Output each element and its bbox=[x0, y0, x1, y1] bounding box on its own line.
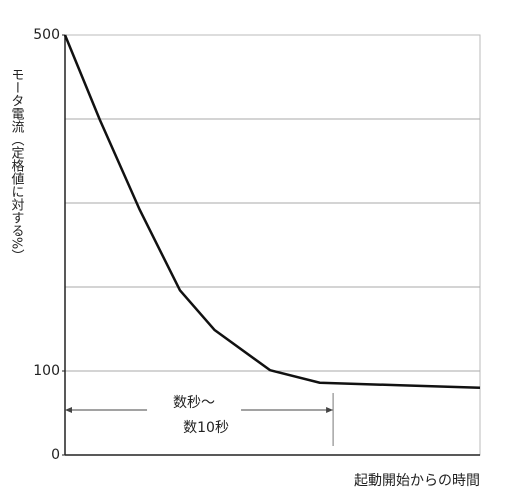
plot-frame bbox=[64, 34, 481, 456]
arrow-head bbox=[326, 407, 334, 413]
y-tick-label: 0 bbox=[51, 447, 60, 463]
y-axis-title: モータ電流（定格値に対する%） bbox=[9, 68, 25, 262]
curve bbox=[63, 34, 481, 390]
annotation-text: 数10秒 bbox=[183, 420, 229, 436]
y-tick-label: 500 bbox=[33, 27, 60, 43]
x-axis-title: 起動開始からの時間 bbox=[354, 473, 480, 489]
annotation-text: 数秒～ bbox=[173, 395, 215, 411]
y-tick-label: 100 bbox=[33, 363, 60, 379]
arrow-head bbox=[65, 407, 72, 413]
